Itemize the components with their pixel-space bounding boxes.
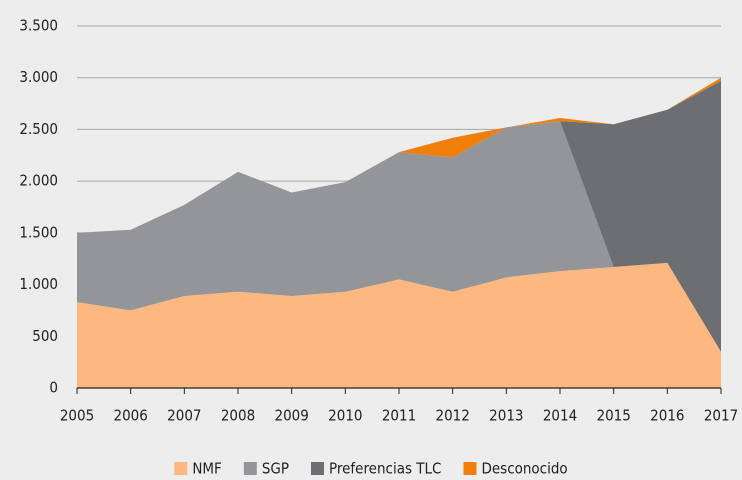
x-tick-label: 2010: [328, 407, 362, 425]
y-tick-label: 1.500: [19, 223, 58, 241]
x-tick-label: 2006: [113, 407, 147, 425]
y-tick-label: 1.000: [19, 275, 58, 293]
x-tick-label: 2005: [60, 407, 94, 425]
area: [77, 262, 721, 388]
area: [77, 121, 721, 352]
y-tick-label: 500: [32, 327, 58, 345]
x-tick-label: 2015: [596, 407, 630, 425]
legend-swatch: [463, 462, 477, 475]
x-tick-label: 2007: [167, 407, 201, 425]
legend-label: SGP: [262, 460, 289, 478]
y-tick-label: 2.500: [19, 120, 58, 138]
legend-label: Preferencias TLC: [329, 460, 441, 478]
y-tick-label: 3.000: [19, 68, 58, 86]
x-tick-label: 2012: [435, 407, 469, 425]
y-tick-label: 0: [49, 379, 58, 397]
legend-swatch: [174, 462, 188, 475]
y-tick-label: 3.500: [19, 17, 58, 35]
x-tick-label: 2017: [704, 407, 738, 425]
x-tick-label: 2016: [650, 407, 684, 425]
legend-label: NMF: [192, 460, 222, 478]
legend-label: Desconocido: [481, 460, 567, 478]
x-tick-label: 2013: [489, 407, 523, 425]
legend-swatch: [311, 462, 324, 475]
legend-swatch: [243, 462, 257, 475]
x-tick-label: 2008: [221, 407, 255, 425]
x-tick-label: 2014: [543, 407, 577, 425]
x-tick-label: 2009: [274, 407, 308, 425]
y-tick-label: 2.000: [19, 172, 58, 190]
x-tick-label: 2011: [382, 407, 416, 425]
